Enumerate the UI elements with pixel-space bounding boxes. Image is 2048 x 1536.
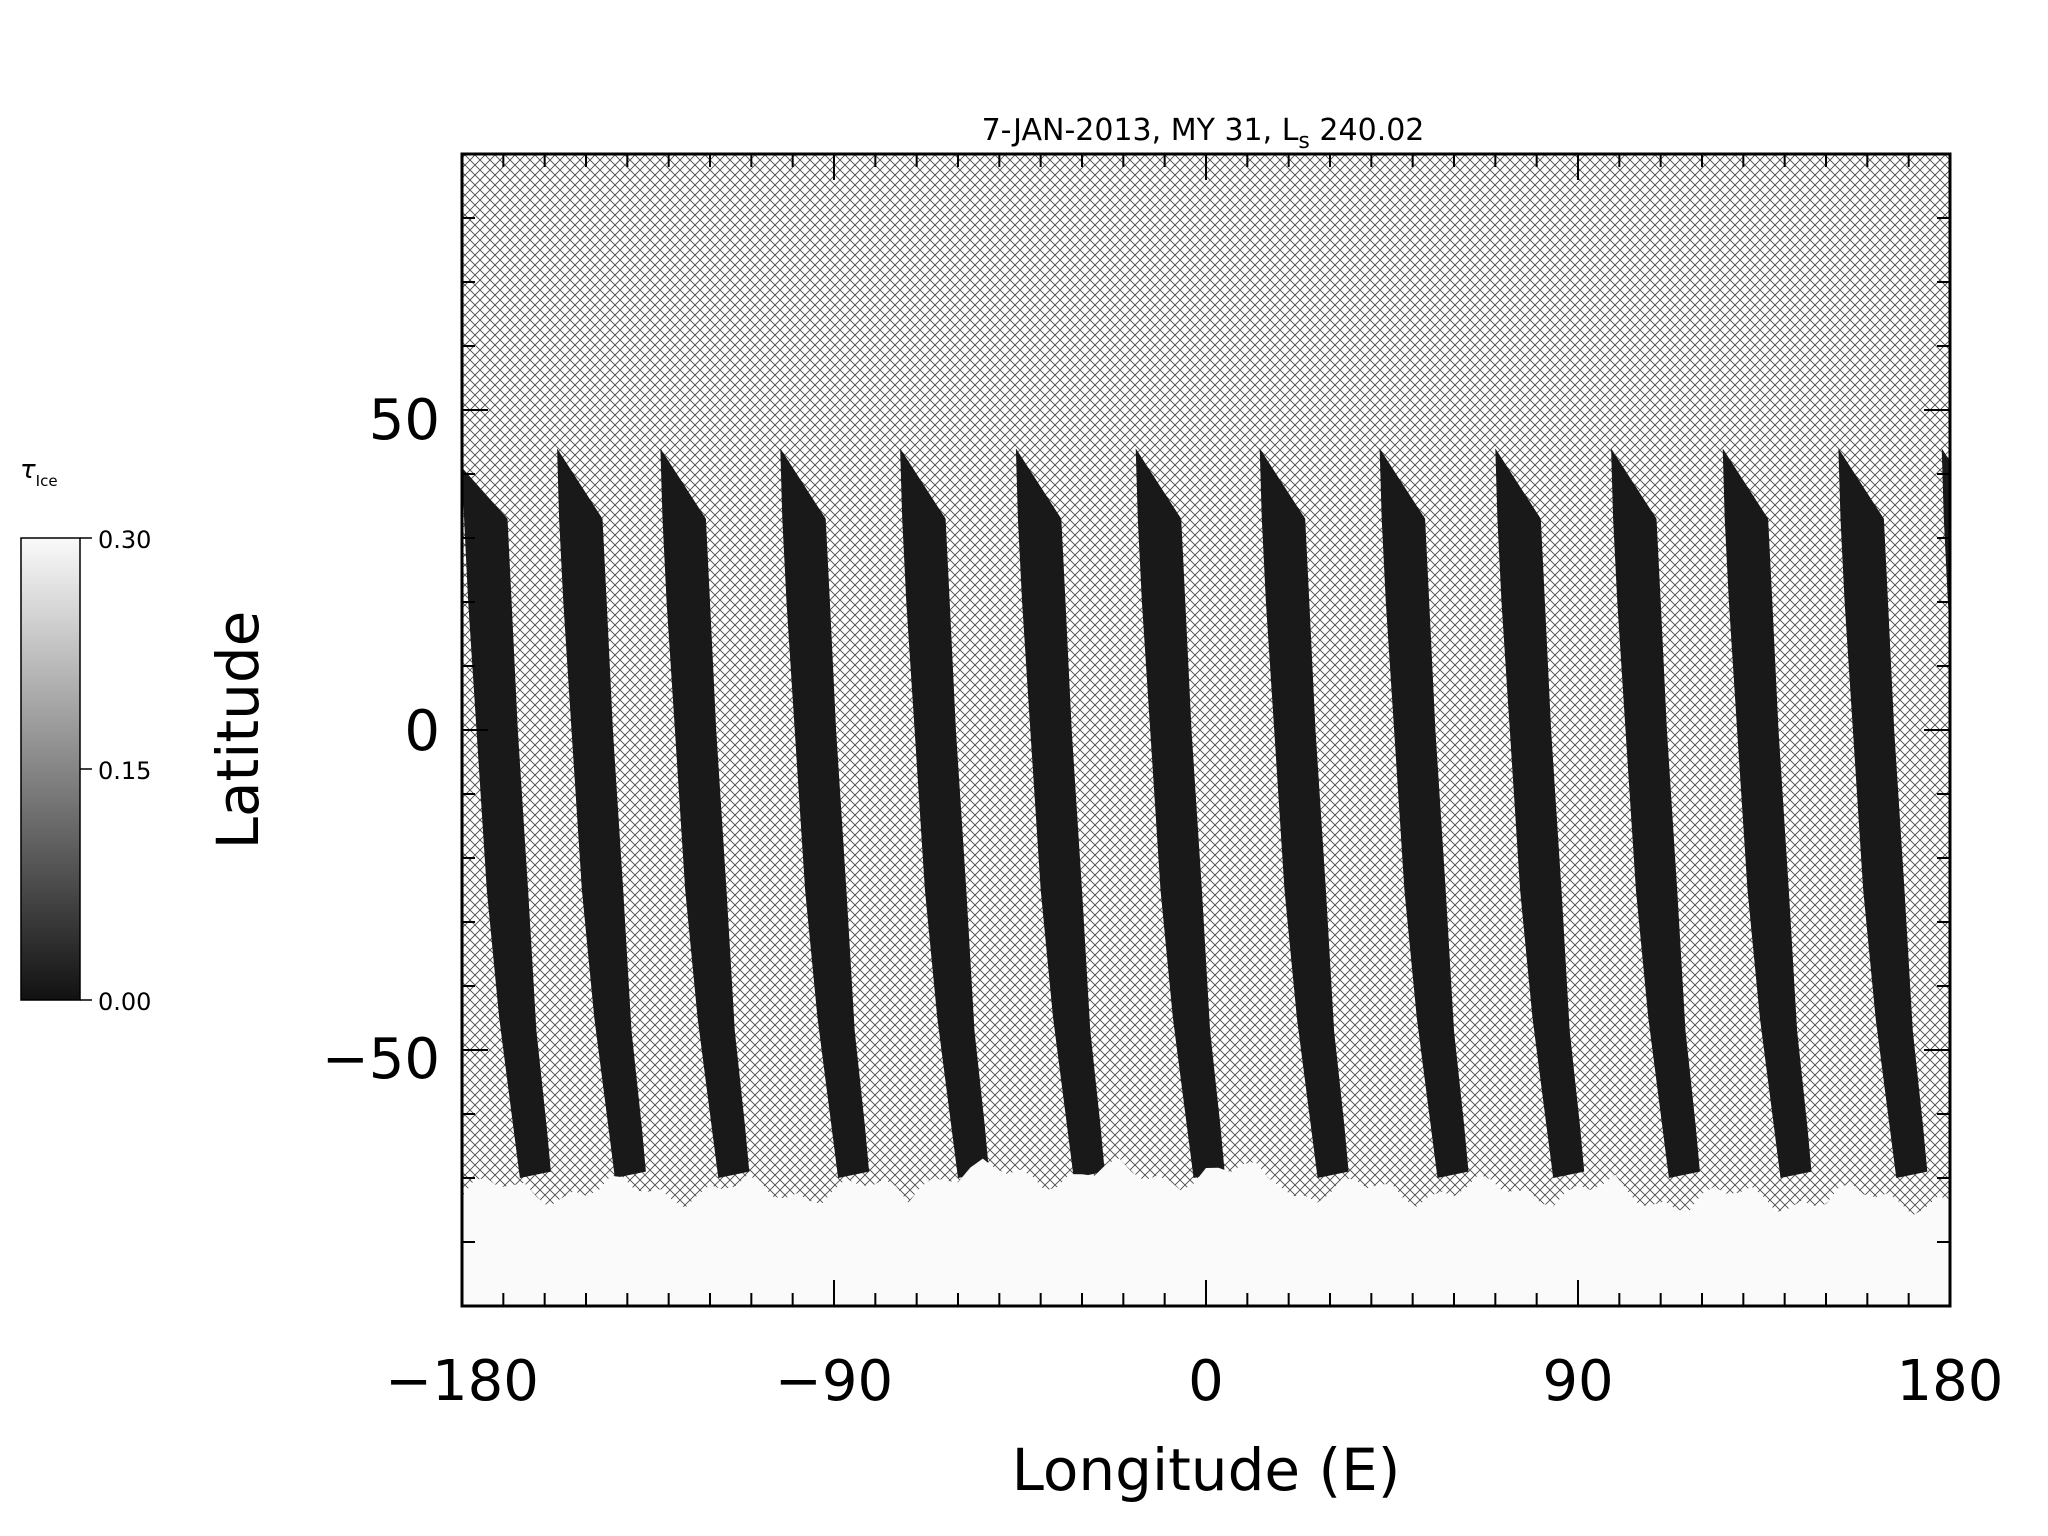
plot-area <box>462 154 1950 1306</box>
colorbar: τIce 0.30 0.15 0.00 <box>20 455 151 1016</box>
y-tick-label: −50 <box>322 1027 440 1092</box>
swath-4 <box>780 448 870 1178</box>
title-subscript: s <box>1298 129 1309 154</box>
x-axis-label: Longitude (E) <box>1012 1436 1401 1504</box>
chart-title: 7-JAN-2013, MY 31, Ls 240.02 <box>982 113 1425 154</box>
swath-14 <box>1941 448 1950 635</box>
swath-12 <box>1722 448 1812 1178</box>
swath-7 <box>1135 448 1225 1178</box>
x-tick-label: −180 <box>385 1349 539 1414</box>
swaths-layer <box>462 448 1950 1179</box>
swath-10 <box>1495 448 1585 1178</box>
colorbar-label-subscript: Ice <box>36 472 58 490</box>
y-tick-label: 50 <box>369 388 440 453</box>
x-tick-labels: −180 −90 0 90 180 <box>385 1349 2003 1414</box>
x-tick-label: 180 <box>1897 1349 2004 1414</box>
swath-2 <box>557 448 646 1178</box>
x-tick-label: 90 <box>1542 1349 1613 1414</box>
swath-6 <box>1015 448 1105 1178</box>
swath-13 <box>1838 448 1928 1178</box>
swath-3 <box>660 448 750 1178</box>
ticks-layer <box>461 153 1951 1307</box>
y-axis-label: Latitude <box>204 611 272 850</box>
swath-9 <box>1379 448 1469 1178</box>
south-polar-ice-region <box>462 1158 1950 1306</box>
swath-1 <box>462 467 551 1179</box>
colorbar-tick-label: 0.00 <box>98 988 151 1016</box>
swath-11 <box>1611 448 1700 1178</box>
x-tick-label: 0 <box>1188 1349 1224 1414</box>
y-tick-label: 0 <box>404 699 440 764</box>
x-tick-label: −90 <box>775 1349 893 1414</box>
title-suffix: 240.02 <box>1310 113 1425 148</box>
colorbar-label: τIce <box>20 455 58 490</box>
swath-8 <box>1259 448 1349 1178</box>
colorbar-tick-label: 0.30 <box>98 526 151 554</box>
colorbar-gradient <box>20 537 81 1001</box>
y-tick-labels: −50 0 50 <box>322 388 440 1092</box>
swath-5 <box>900 448 989 1178</box>
colorbar-tick-label: 0.15 <box>98 757 151 785</box>
